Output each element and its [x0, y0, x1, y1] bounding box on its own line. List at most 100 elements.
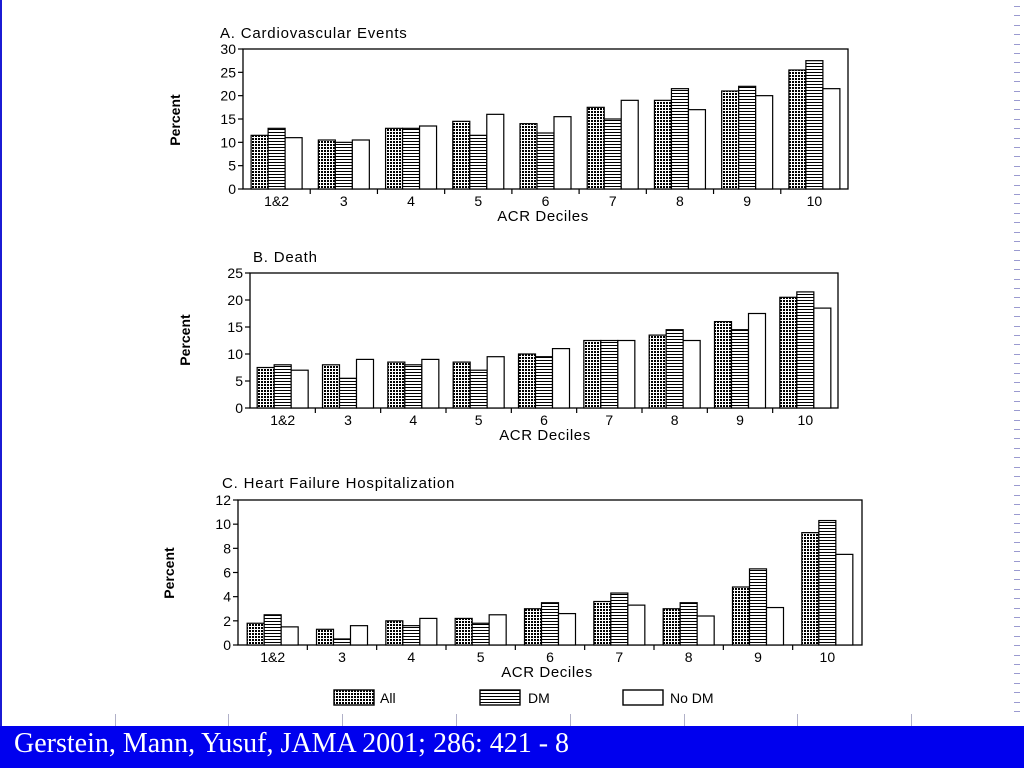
y-axis-label: Percent	[167, 94, 183, 146]
ruler-tick	[1014, 598, 1020, 600]
ruler-tick	[1014, 419, 1020, 421]
y-tick-label: 2	[223, 613, 231, 629]
ruler-tick	[1014, 504, 1020, 506]
ruler-tick	[1014, 222, 1020, 224]
ruler-tick	[1014, 100, 1020, 101]
ruler-tick	[1014, 203, 1020, 205]
bar-dm	[402, 625, 421, 646]
x-axis-label: ACR Deciles	[499, 427, 591, 444]
y-tick-label: 10	[220, 134, 236, 150]
bar-all	[662, 608, 681, 646]
ruler-tick	[1014, 711, 1020, 712]
y-axis-label: Percent	[161, 547, 177, 599]
bar-all	[593, 600, 612, 646]
ruler-tick	[1014, 701, 1020, 703]
bar-all	[517, 353, 537, 409]
bar-all	[315, 628, 335, 646]
bar-all	[779, 296, 798, 409]
legend-label: No DM	[670, 690, 714, 706]
ruler-tick	[1014, 250, 1020, 252]
x-tick-label: 3	[340, 193, 348, 209]
bar-dm	[748, 568, 768, 646]
bar-all	[586, 106, 605, 190]
bar-all	[721, 90, 740, 190]
bar-no-dm	[418, 125, 438, 190]
ruler-tick	[1014, 288, 1020, 289]
ruler-tick	[1014, 184, 1020, 186]
bottom-edge-ruler	[0, 714, 1024, 728]
bar-dm	[796, 291, 815, 409]
bar-dm	[267, 127, 286, 190]
ruler-tick	[1014, 194, 1020, 195]
bar-all	[246, 622, 265, 646]
bar-no-dm	[488, 614, 507, 646]
figure-canvas: A. Cardiovascular Events051015202530Perc…	[161, 25, 863, 706]
ruler-tick	[1014, 335, 1020, 336]
citation-text: Gerstein, Mann, Yusuf, JAMA 2001; 286: 4…	[14, 728, 570, 759]
ruler-tick	[1014, 165, 1020, 167]
bar-dm	[679, 602, 698, 646]
y-tick-label: 30	[220, 41, 236, 57]
ruler-tick	[1014, 692, 1020, 694]
x-tick-label: 1&2	[270, 412, 295, 428]
ruler-tick	[1014, 400, 1020, 402]
x-tick-label: 10	[807, 193, 823, 209]
panel-title: C. Heart Failure Hospitalization	[222, 475, 455, 492]
x-tick-label: 4	[407, 193, 415, 209]
bar-all	[452, 120, 471, 190]
x-tick-label: 6	[540, 412, 548, 428]
x-tick-label: 5	[475, 412, 483, 428]
ruler-tick	[1014, 6, 1020, 7]
x-tick-label: 1&2	[260, 649, 285, 665]
y-tick-label: 25	[220, 64, 236, 80]
bar-no-dm	[557, 612, 577, 646]
ruler-tick	[1014, 212, 1020, 214]
ruler-tick	[1014, 43, 1020, 45]
ruler-tick	[1014, 175, 1020, 177]
y-tick-label: 12	[215, 492, 231, 508]
bar-dm	[670, 88, 690, 190]
ruler-tick	[1014, 626, 1020, 628]
ruler-tick	[1014, 316, 1020, 318]
bar-dm	[332, 638, 352, 646]
legend-item: DM	[479, 689, 550, 706]
bar-dm	[401, 127, 421, 190]
ruler-tick	[1014, 551, 1020, 553]
legend-item: All	[333, 689, 396, 706]
ruler-tick	[1014, 429, 1020, 430]
bar-all	[519, 123, 538, 190]
bar-no-dm	[835, 553, 854, 646]
legend-label: DM	[528, 690, 550, 706]
bar-all	[454, 617, 473, 646]
bar-dm	[805, 60, 824, 190]
ruler-tick	[1014, 447, 1020, 449]
bar-all	[452, 361, 471, 409]
x-tick-label: 4	[409, 412, 417, 428]
legend-label: All	[380, 690, 396, 706]
bar-no-dm	[551, 348, 571, 409]
x-tick-label: 7	[609, 193, 617, 209]
bar-no-dm	[290, 369, 309, 409]
bar-dm	[730, 329, 750, 409]
x-tick-label: 6	[546, 649, 554, 665]
bar-dm	[404, 364, 423, 409]
ruler-tick	[1014, 410, 1020, 412]
ruler-tick	[456, 714, 457, 726]
bar-no-dm	[696, 615, 715, 646]
bar-no-dm	[349, 625, 369, 646]
y-tick-label: 25	[227, 265, 243, 281]
bar-no-dm	[747, 312, 767, 409]
legend-item: No DM	[622, 689, 714, 706]
ruler-tick	[1014, 325, 1020, 327]
ruler-tick	[1014, 269, 1020, 271]
right-edge-ruler	[1006, 0, 1020, 718]
bar-dm	[471, 622, 490, 646]
y-tick-label: 4	[223, 589, 231, 605]
ruler-tick	[1014, 278, 1020, 280]
x-tick-label: 9	[743, 193, 751, 209]
bar-no-dm	[419, 617, 438, 646]
bar-dm	[469, 369, 488, 409]
bar-no-dm	[617, 339, 636, 409]
bar-all	[801, 532, 820, 646]
bar-dm	[536, 132, 555, 190]
